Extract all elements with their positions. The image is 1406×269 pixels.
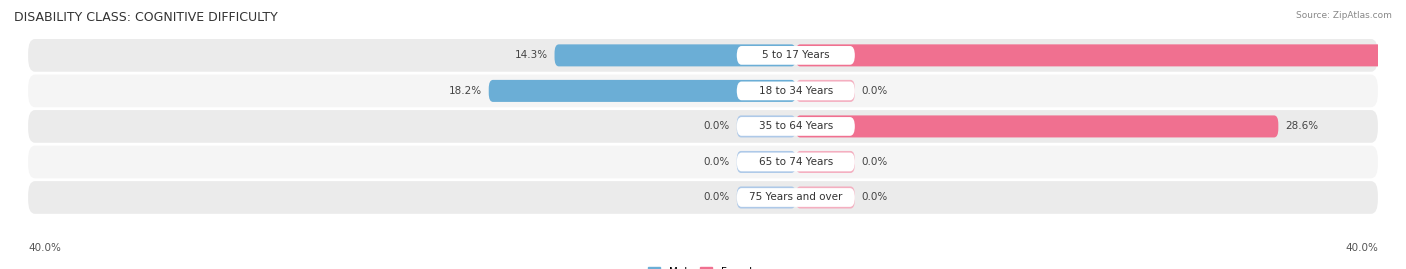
FancyBboxPatch shape (737, 117, 855, 136)
Text: 75 Years and over: 75 Years and over (749, 193, 842, 203)
FancyBboxPatch shape (737, 46, 855, 65)
FancyBboxPatch shape (737, 188, 855, 207)
FancyBboxPatch shape (796, 44, 1406, 66)
Text: 0.0%: 0.0% (704, 193, 730, 203)
Text: 40.0%: 40.0% (1346, 243, 1378, 253)
FancyBboxPatch shape (737, 186, 796, 208)
Text: 28.6%: 28.6% (1285, 121, 1319, 132)
FancyBboxPatch shape (28, 181, 1378, 214)
FancyBboxPatch shape (737, 151, 796, 173)
FancyBboxPatch shape (796, 151, 855, 173)
FancyBboxPatch shape (489, 80, 796, 102)
FancyBboxPatch shape (28, 146, 1378, 178)
FancyBboxPatch shape (796, 186, 855, 208)
FancyBboxPatch shape (796, 115, 1278, 137)
FancyBboxPatch shape (28, 110, 1378, 143)
Text: 5 to 17 Years: 5 to 17 Years (762, 50, 830, 60)
Text: 0.0%: 0.0% (862, 193, 887, 203)
Legend: Male, Female: Male, Female (644, 263, 762, 269)
Text: 0.0%: 0.0% (862, 86, 887, 96)
Text: 14.3%: 14.3% (515, 50, 548, 60)
Text: 0.0%: 0.0% (704, 121, 730, 132)
Text: 18 to 34 Years: 18 to 34 Years (759, 86, 832, 96)
FancyBboxPatch shape (796, 80, 855, 102)
FancyBboxPatch shape (737, 115, 796, 137)
FancyBboxPatch shape (28, 39, 1378, 72)
Text: 35 to 64 Years: 35 to 64 Years (759, 121, 832, 132)
FancyBboxPatch shape (737, 82, 855, 100)
Text: 65 to 74 Years: 65 to 74 Years (759, 157, 832, 167)
Text: DISABILITY CLASS: COGNITIVE DIFFICULTY: DISABILITY CLASS: COGNITIVE DIFFICULTY (14, 11, 278, 24)
FancyBboxPatch shape (554, 44, 796, 66)
Text: 0.0%: 0.0% (862, 157, 887, 167)
FancyBboxPatch shape (737, 153, 855, 171)
FancyBboxPatch shape (28, 75, 1378, 107)
Text: 0.0%: 0.0% (704, 157, 730, 167)
Text: 40.0%: 40.0% (28, 243, 60, 253)
Text: 18.2%: 18.2% (449, 86, 482, 96)
Text: Source: ZipAtlas.com: Source: ZipAtlas.com (1296, 11, 1392, 20)
